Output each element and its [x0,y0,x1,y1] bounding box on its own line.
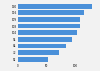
Bar [18,24,80,28]
Bar [18,44,66,48]
Bar [18,10,84,15]
Bar [18,4,92,9]
Bar [18,37,72,42]
Bar [18,17,80,22]
Bar [18,30,77,35]
Bar [18,50,59,55]
Bar [18,57,48,62]
